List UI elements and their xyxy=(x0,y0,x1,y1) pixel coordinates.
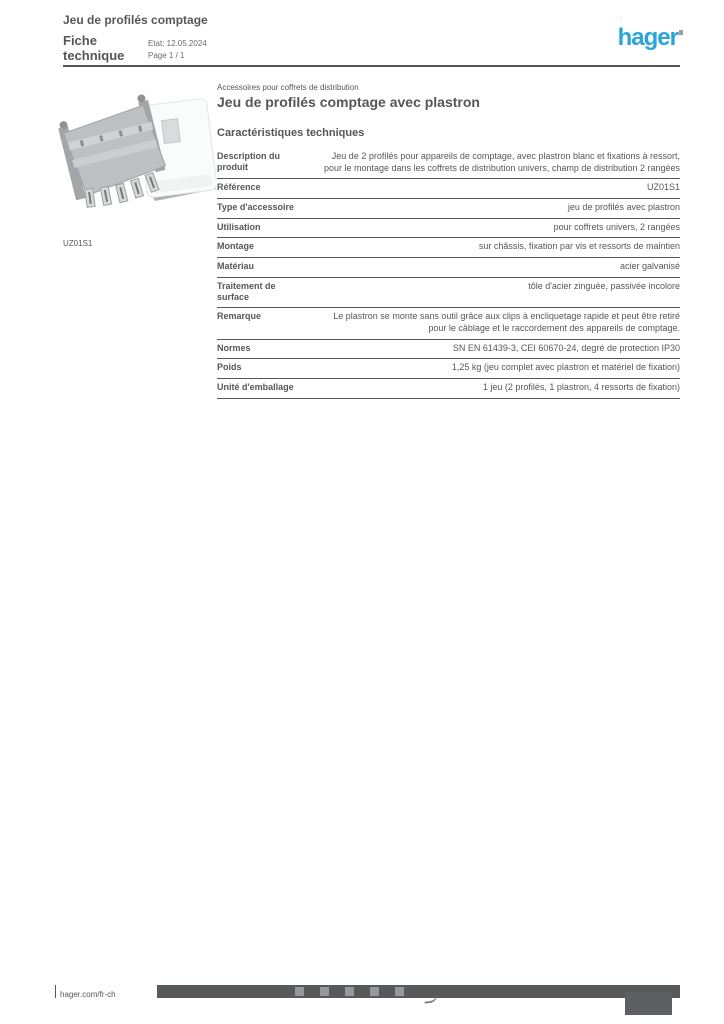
spec-label: Type d'accessoire xyxy=(217,202,295,213)
footer-website-box: hager.com/fr-ch xyxy=(56,984,157,1004)
logo-trademark-icon xyxy=(679,30,683,35)
footer-bar xyxy=(55,985,680,998)
facebook-icon xyxy=(295,987,304,996)
youtube-icon xyxy=(345,987,354,996)
product-photo-illustration xyxy=(58,94,218,208)
table-row: Description du produit Jeu de 2 profilés… xyxy=(217,148,680,180)
product-title: Jeu de profilés comptage avec plastron xyxy=(217,94,480,110)
spec-label: Montage xyxy=(217,241,254,252)
footer-signature-mark xyxy=(423,993,439,1004)
spec-value: sur châssis, fixation par vis et ressort… xyxy=(478,241,680,252)
spec-value: 1 jeu (2 profilés, 1 plastron, 4 ressort… xyxy=(482,382,680,393)
spec-label: Remarque xyxy=(217,311,262,322)
spec-value: tôle d'acier zinguée, passivée incolore xyxy=(528,280,680,291)
table-row: Poids 1,25 kg (jeu complet avec plastron… xyxy=(217,359,680,380)
product-category: Accessoires pour coffrets de distributio… xyxy=(217,83,359,92)
spec-label: Description du produit xyxy=(217,151,281,173)
table-row: Type d'accessoire jeu de profilés avec p… xyxy=(217,199,680,219)
spec-value: UZ01S1 xyxy=(646,182,680,193)
spec-value: pour coffrets univers, 2 rangées xyxy=(553,221,680,232)
spec-value: SN EN 61439-3, CEI 60670-24, degré de pr… xyxy=(452,342,680,353)
product-reference-caption: UZ01S1 xyxy=(63,239,93,248)
table-row: Montage sur châssis, fixation par vis et… xyxy=(217,238,680,259)
table-row: Normes SN EN 61439-3, CEI 60670-24, degr… xyxy=(217,340,680,360)
twitter-icon xyxy=(320,987,329,996)
document-type-label: Fiche technique xyxy=(63,33,125,63)
page-indicator-tab xyxy=(625,992,672,1015)
linkedin-icon xyxy=(370,987,379,996)
spec-value: 1,25 kg (jeu complet avec plastron et ma… xyxy=(451,362,680,373)
document-meta: Etat: 12.05.2024 Page 1 / 1 xyxy=(148,38,248,62)
table-row: Utilisation pour coffrets univers, 2 ran… xyxy=(217,219,680,239)
spec-label: Traitement de surface xyxy=(217,280,276,303)
spec-table: Description du produit Jeu de 2 profilés… xyxy=(217,148,680,399)
document-page-count: Page 1 / 1 xyxy=(148,51,185,60)
product-photo xyxy=(58,92,218,212)
spec-label: Normes xyxy=(217,342,251,353)
website-link[interactable]: hager.com/fr-ch xyxy=(60,989,116,999)
table-row: Référence UZ01S1 xyxy=(217,179,680,200)
spec-label: Utilisation xyxy=(217,221,261,232)
header-divider xyxy=(63,65,680,67)
table-row: Matériau acier galvanisé xyxy=(217,258,680,278)
spec-value: Le plastron se monte sans outil grâce au… xyxy=(333,311,680,333)
spec-label: Unité d'emballage xyxy=(217,382,294,393)
spec-label: Poids xyxy=(217,362,242,373)
spec-value: acier galvanisé xyxy=(619,261,680,272)
document-date: Etat: 12.05.2024 xyxy=(148,39,207,48)
footer-icons xyxy=(295,987,404,996)
spec-value: Jeu de 2 profilés pour appareils de comp… xyxy=(323,151,680,173)
table-row: Remarque Le plastron se monte sans outil… xyxy=(217,308,680,340)
table-row: Unité d'emballage 1 jeu (2 profilés, 1 p… xyxy=(217,379,680,399)
spec-label: Matériau xyxy=(217,261,255,272)
section-heading: Caractéristiques techniques xyxy=(217,127,365,139)
spec-label: Référence xyxy=(217,182,261,193)
document-title: Jeu de profilés comptage xyxy=(63,13,208,27)
spec-value: jeu de profilés avec plastron xyxy=(567,202,680,213)
table-row: Traitement de surface tôle d'acier zingu… xyxy=(217,278,680,309)
instagram-icon xyxy=(395,987,404,996)
hager-logo[interactable]: hager xyxy=(617,24,679,51)
